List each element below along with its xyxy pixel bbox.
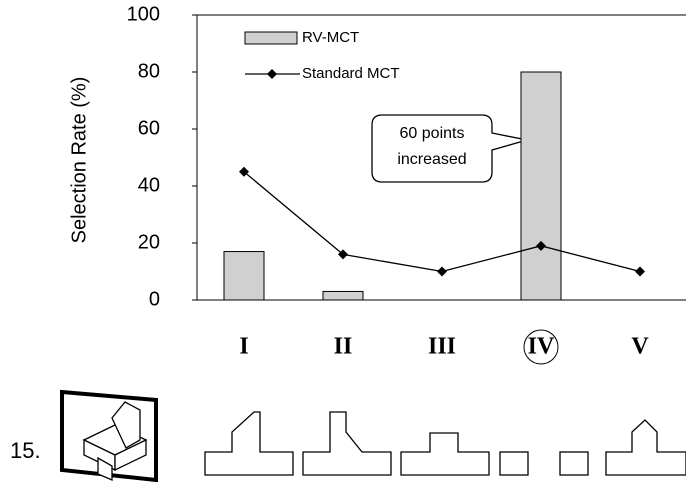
- y-tick-label: 60: [138, 117, 160, 139]
- x-tick-label: II: [334, 334, 353, 360]
- line-marker: [635, 267, 645, 277]
- y-tick-label: 20: [138, 231, 160, 253]
- line-marker: [437, 267, 447, 277]
- y-tick-label: 0: [149, 288, 160, 310]
- y-tick-label: 40: [138, 174, 160, 196]
- y-tick-label: 80: [138, 60, 160, 82]
- legend-label: RV-MCT: [302, 29, 359, 46]
- annotation: increased: [397, 151, 466, 168]
- line: [244, 172, 640, 272]
- legend-label: Standard MCT: [302, 65, 400, 82]
- legend-swatch: [267, 69, 277, 79]
- cube-figure: [62, 392, 156, 480]
- y-axis-title: Selection Rate (%): [68, 77, 90, 244]
- bar: [224, 252, 264, 300]
- x-tick-label: IV: [528, 334, 555, 360]
- bar: [323, 291, 363, 300]
- x-tick-label: I: [239, 334, 248, 360]
- legend-swatch: [245, 32, 297, 44]
- chart: Selection Rate (%) 60 points increased 1…: [0, 0, 686, 482]
- figure-label: 15.: [10, 438, 41, 463]
- answer-shapes: [205, 412, 686, 475]
- bar: [521, 72, 561, 300]
- x-tick-label: V: [631, 334, 649, 360]
- annotation: 60 points: [400, 125, 465, 142]
- x-tick-label: III: [428, 334, 456, 360]
- y-tick-label: 100: [127, 3, 160, 25]
